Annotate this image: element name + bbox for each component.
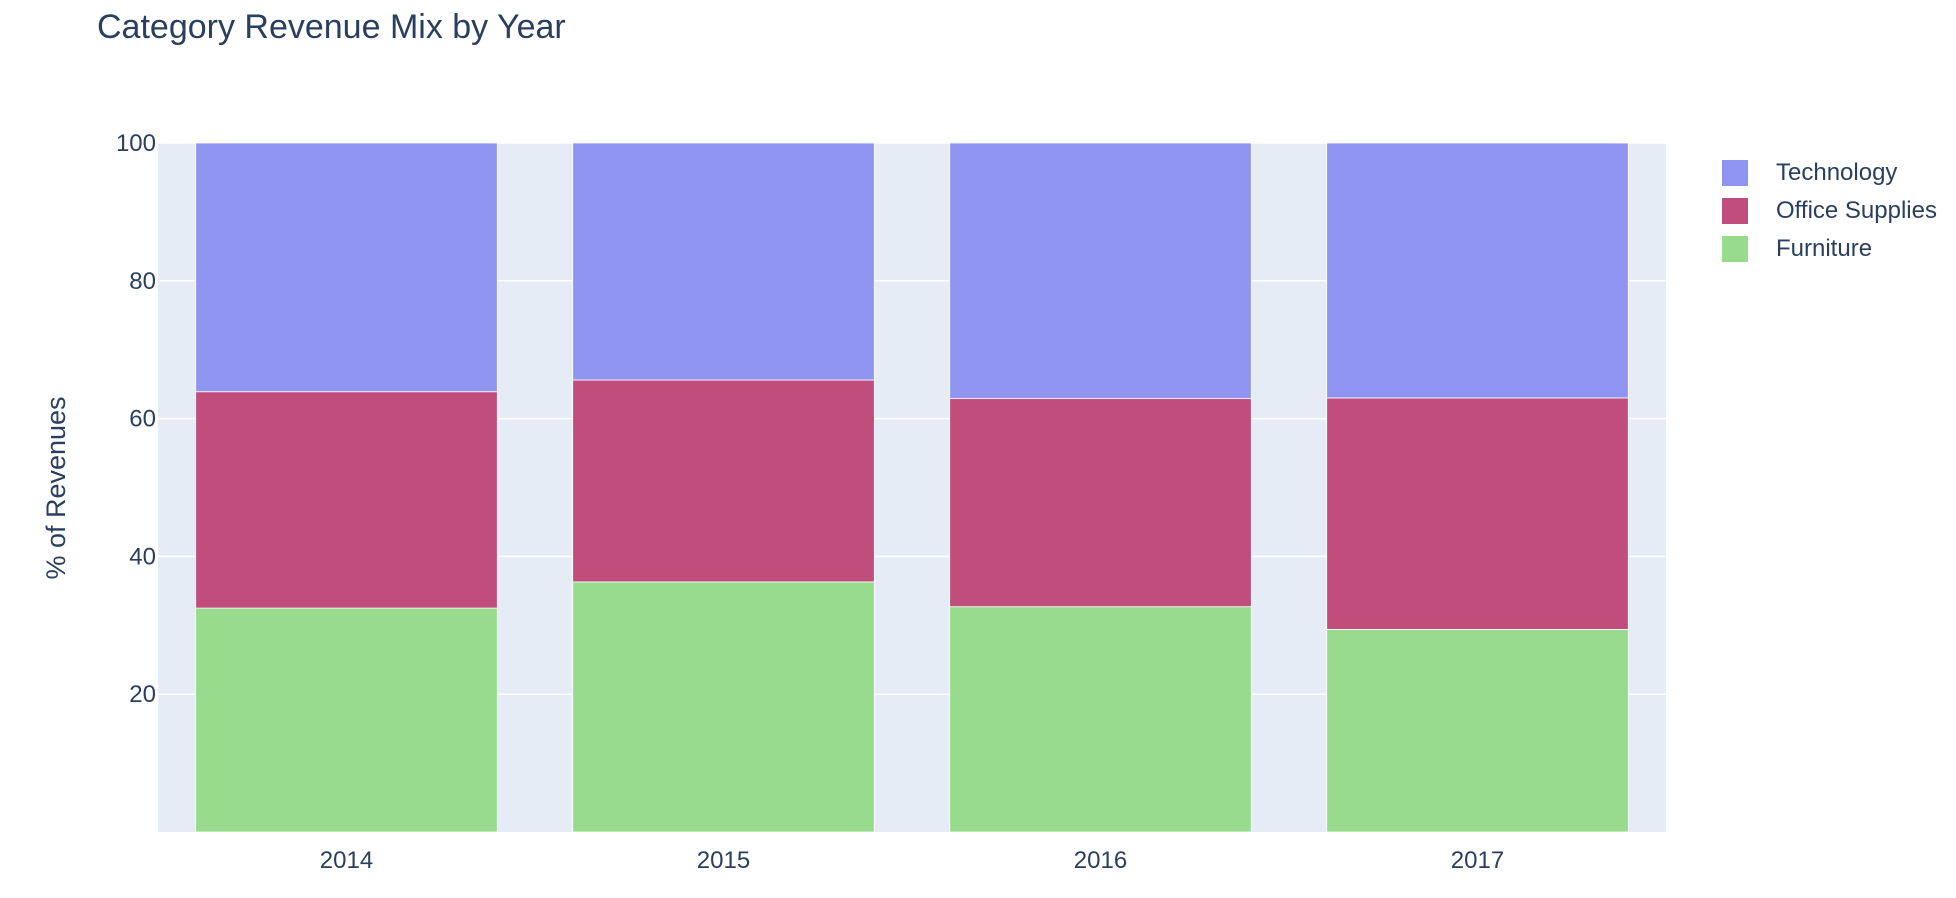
legend-swatch <box>1722 236 1748 262</box>
y-tick-label: 40 <box>129 543 156 570</box>
bar-furniture-2014[interactable] <box>195 607 498 833</box>
x-tick-label: 2014 <box>320 847 373 874</box>
x-tick-label: 2016 <box>1074 847 1127 874</box>
legend-item-office-supplies[interactable]: Office Supplies <box>1722 192 1937 230</box>
y-axis-label: % of Revenues <box>41 396 71 579</box>
legend-label: Office Supplies <box>1776 197 1937 224</box>
legend-label: Furniture <box>1776 235 1873 262</box>
y-tick-label: 80 <box>129 268 156 295</box>
x-tick-label: 2017 <box>1451 847 1504 874</box>
y-tick-label: 60 <box>129 406 156 433</box>
bar-technology-2016[interactable] <box>949 142 1252 400</box>
bars <box>195 142 1629 833</box>
y-tick-labels: 20 40 60 80 100 <box>116 130 156 708</box>
chart-title: Category Revenue Mix by Year <box>97 8 566 46</box>
y-tick-label: 20 <box>129 681 156 708</box>
bar-furniture-2015[interactable] <box>572 581 875 833</box>
bar-office-supplies-2015[interactable] <box>572 379 875 583</box>
x-tick-label: 2015 <box>697 847 750 874</box>
x-tick-labels: 2014 2015 2016 2017 <box>320 847 1504 874</box>
y-tick-label: 100 <box>116 130 156 157</box>
legend-label: Technology <box>1776 159 1898 186</box>
bar-technology-2015[interactable] <box>572 142 875 381</box>
legend: Technology Office Supplies Furniture <box>1722 154 1937 268</box>
bar-office-supplies-2017[interactable] <box>1326 397 1629 630</box>
bar-furniture-2017[interactable] <box>1326 629 1629 833</box>
legend-item-furniture[interactable]: Furniture <box>1722 230 1937 268</box>
legend-swatch <box>1722 160 1748 186</box>
bar-technology-2014[interactable] <box>195 142 498 393</box>
bar-office-supplies-2014[interactable] <box>195 391 498 609</box>
legend-swatch <box>1722 198 1748 224</box>
legend-item-technology[interactable]: Technology <box>1722 154 1937 192</box>
bar-office-supplies-2016[interactable] <box>949 398 1252 608</box>
bar-furniture-2016[interactable] <box>949 606 1252 833</box>
bar-technology-2017[interactable] <box>1326 142 1629 399</box>
